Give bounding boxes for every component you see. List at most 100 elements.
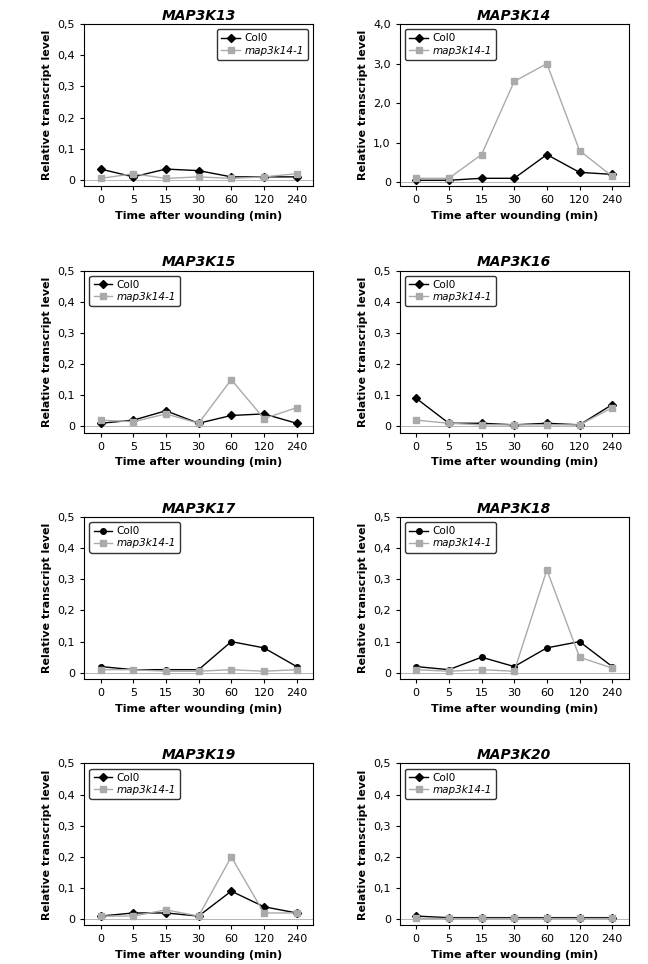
- map3k14-1: [162, 665, 170, 677]
- Col0: [162, 163, 170, 174]
- Legend: Col0, map3k14-1: Col0, map3k14-1: [405, 29, 496, 60]
- X-axis label: Time after wounding (min): Time after wounding (min): [430, 457, 598, 468]
- X-axis label: Time after wounding (min): Time after wounding (min): [430, 211, 598, 221]
- X-axis label: Time after wounding (min): Time after wounding (min): [115, 951, 283, 960]
- Col0: [227, 410, 235, 421]
- Col0: [412, 910, 420, 922]
- map3k14-1: [227, 173, 235, 184]
- map3k14-1: [511, 75, 518, 87]
- Col0: [97, 910, 104, 922]
- map3k14-1: [543, 58, 551, 69]
- Col0: [412, 392, 420, 404]
- map3k14-1: [575, 652, 583, 663]
- Col0: [445, 664, 453, 676]
- Col0: [130, 171, 137, 182]
- Col0: [227, 636, 235, 648]
- Col0: [608, 912, 616, 924]
- map3k14-1: [511, 419, 518, 431]
- Line: Col0: Col0: [413, 151, 615, 183]
- Col0: [575, 419, 583, 431]
- Col0: [445, 417, 453, 429]
- Col0: [293, 417, 301, 429]
- Line: map3k14-1: map3k14-1: [97, 376, 300, 427]
- map3k14-1: [511, 912, 518, 924]
- Line: map3k14-1: map3k14-1: [413, 60, 616, 182]
- map3k14-1: [194, 910, 202, 922]
- Title: MAP3K19: MAP3K19: [161, 748, 236, 763]
- Title: MAP3K14: MAP3K14: [477, 9, 551, 23]
- Col0: [412, 174, 420, 186]
- map3k14-1: [227, 851, 235, 863]
- map3k14-1: [543, 912, 551, 924]
- map3k14-1: [130, 168, 137, 179]
- map3k14-1: [260, 413, 268, 424]
- map3k14-1: [478, 148, 485, 160]
- Line: map3k14-1: map3k14-1: [413, 404, 616, 428]
- map3k14-1: [97, 173, 104, 184]
- map3k14-1: [478, 419, 485, 431]
- map3k14-1: [575, 419, 583, 431]
- Line: Col0: Col0: [413, 913, 615, 921]
- map3k14-1: [194, 417, 202, 429]
- Legend: Col0, map3k14-1: Col0, map3k14-1: [89, 522, 180, 552]
- Line: map3k14-1: map3k14-1: [97, 853, 300, 920]
- Col0: [130, 664, 137, 676]
- map3k14-1: [608, 402, 616, 414]
- Col0: [293, 171, 301, 182]
- Col0: [97, 417, 104, 429]
- X-axis label: Time after wounding (min): Time after wounding (min): [430, 951, 598, 960]
- map3k14-1: [511, 665, 518, 677]
- Col0: [194, 165, 202, 176]
- Legend: Col0, map3k14-1: Col0, map3k14-1: [89, 276, 180, 307]
- map3k14-1: [412, 415, 420, 426]
- Col0: [130, 907, 137, 919]
- Legend: Col0, map3k14-1: Col0, map3k14-1: [217, 29, 308, 60]
- map3k14-1: [97, 415, 104, 426]
- Line: Col0: Col0: [98, 639, 299, 673]
- map3k14-1: [445, 665, 453, 677]
- map3k14-1: [260, 665, 268, 677]
- Y-axis label: Relative transcript level: Relative transcript level: [358, 277, 367, 427]
- Col0: [130, 415, 137, 426]
- map3k14-1: [293, 907, 301, 919]
- Title: MAP3K18: MAP3K18: [477, 501, 551, 516]
- Title: MAP3K15: MAP3K15: [161, 255, 236, 269]
- map3k14-1: [162, 173, 170, 184]
- Line: map3k14-1: map3k14-1: [97, 666, 300, 675]
- Col0: [293, 907, 301, 919]
- Line: Col0: Col0: [413, 639, 615, 673]
- Col0: [511, 912, 518, 924]
- map3k14-1: [412, 664, 420, 676]
- Col0: [608, 660, 616, 672]
- Line: Col0: Col0: [413, 395, 615, 428]
- Line: Col0: Col0: [98, 889, 299, 919]
- Title: MAP3K20: MAP3K20: [477, 748, 551, 763]
- Col0: [162, 907, 170, 919]
- Col0: [478, 652, 485, 663]
- Legend: Col0, map3k14-1: Col0, map3k14-1: [405, 768, 496, 799]
- map3k14-1: [97, 910, 104, 922]
- Col0: [227, 171, 235, 182]
- Y-axis label: Relative transcript level: Relative transcript level: [358, 522, 367, 673]
- Col0: [478, 173, 485, 184]
- map3k14-1: [575, 912, 583, 924]
- Line: Col0: Col0: [98, 408, 299, 426]
- map3k14-1: [543, 419, 551, 431]
- Col0: [543, 912, 551, 924]
- Col0: [478, 912, 485, 924]
- X-axis label: Time after wounding (min): Time after wounding (min): [115, 704, 283, 713]
- Col0: [293, 660, 301, 672]
- Col0: [97, 163, 104, 174]
- Y-axis label: Relative transcript level: Relative transcript level: [42, 30, 52, 180]
- Col0: [478, 417, 485, 429]
- Col0: [194, 417, 202, 429]
- map3k14-1: [162, 408, 170, 419]
- Title: MAP3K17: MAP3K17: [161, 501, 236, 516]
- map3k14-1: [478, 664, 485, 676]
- Col0: [412, 660, 420, 672]
- map3k14-1: [130, 415, 137, 427]
- Col0: [575, 167, 583, 178]
- Y-axis label: Relative transcript level: Relative transcript level: [42, 277, 52, 427]
- Legend: Col0, map3k14-1: Col0, map3k14-1: [89, 768, 180, 799]
- Col0: [97, 660, 104, 672]
